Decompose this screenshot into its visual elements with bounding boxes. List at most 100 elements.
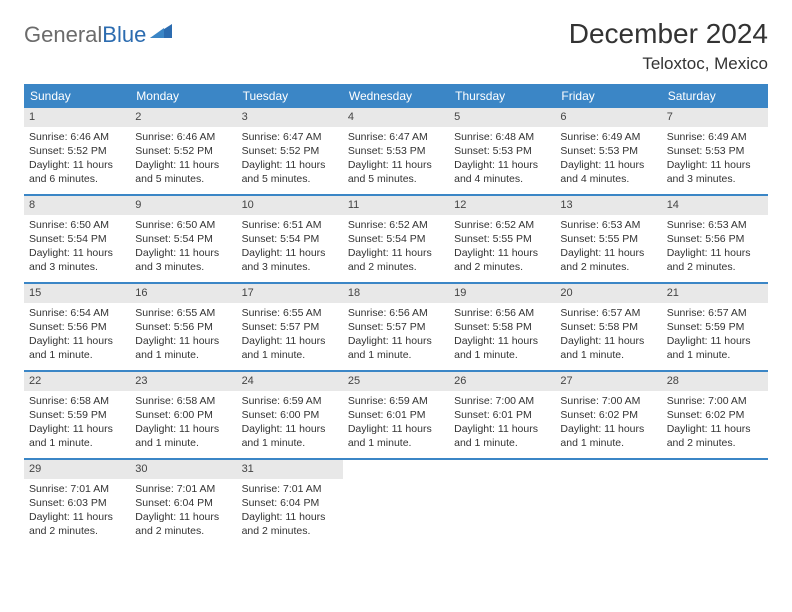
- daylight-text: Daylight: 11 hours and 6 minutes.: [29, 158, 125, 186]
- day-body: Sunrise: 7:01 AMSunset: 6:04 PMDaylight:…: [130, 479, 236, 544]
- daylight-text: Daylight: 11 hours and 2 minutes.: [29, 510, 125, 538]
- day-body: Sunrise: 6:53 AMSunset: 5:56 PMDaylight:…: [662, 215, 768, 280]
- day-body: Sunrise: 6:54 AMSunset: 5:56 PMDaylight:…: [24, 303, 130, 368]
- sunset-text: Sunset: 5:58 PM: [454, 320, 550, 334]
- day-number: 2: [130, 108, 236, 127]
- daylight-text: Daylight: 11 hours and 1 minute.: [242, 334, 338, 362]
- dow-row: SundayMondayTuesdayWednesdayThursdayFrid…: [24, 84, 768, 108]
- day-body: Sunrise: 6:58 AMSunset: 6:00 PMDaylight:…: [130, 391, 236, 456]
- day-cell: 1Sunrise: 6:46 AMSunset: 5:52 PMDaylight…: [24, 108, 130, 194]
- day-cell: 6Sunrise: 6:49 AMSunset: 5:53 PMDaylight…: [555, 108, 661, 194]
- day-number: 24: [237, 372, 343, 391]
- sunset-text: Sunset: 5:55 PM: [560, 232, 656, 246]
- sunset-text: Sunset: 6:01 PM: [348, 408, 444, 422]
- day-cell: 17Sunrise: 6:55 AMSunset: 5:57 PMDayligh…: [237, 284, 343, 370]
- sunrise-text: Sunrise: 7:00 AM: [454, 394, 550, 408]
- day-cell: 26Sunrise: 7:00 AMSunset: 6:01 PMDayligh…: [449, 372, 555, 458]
- day-body: Sunrise: 6:57 AMSunset: 5:59 PMDaylight:…: [662, 303, 768, 368]
- daylight-text: Daylight: 11 hours and 2 minutes.: [348, 246, 444, 274]
- day-number: 4: [343, 108, 449, 127]
- day-cell: 15Sunrise: 6:54 AMSunset: 5:56 PMDayligh…: [24, 284, 130, 370]
- daylight-text: Daylight: 11 hours and 2 minutes.: [135, 510, 231, 538]
- sunrise-text: Sunrise: 6:59 AM: [242, 394, 338, 408]
- sunrise-text: Sunrise: 6:53 AM: [667, 218, 763, 232]
- sunrise-text: Sunrise: 6:46 AM: [29, 130, 125, 144]
- week-row: 29Sunrise: 7:01 AMSunset: 6:03 PMDayligh…: [24, 460, 768, 546]
- sunset-text: Sunset: 6:04 PM: [135, 496, 231, 510]
- sunset-text: Sunset: 5:54 PM: [242, 232, 338, 246]
- day-number: 12: [449, 196, 555, 215]
- day-number: 8: [24, 196, 130, 215]
- day-number: 27: [555, 372, 661, 391]
- sunrise-text: Sunrise: 6:56 AM: [348, 306, 444, 320]
- day-number: 10: [237, 196, 343, 215]
- day-body: Sunrise: 6:49 AMSunset: 5:53 PMDaylight:…: [555, 127, 661, 192]
- day-cell: 23Sunrise: 6:58 AMSunset: 6:00 PMDayligh…: [130, 372, 236, 458]
- sunset-text: Sunset: 5:57 PM: [348, 320, 444, 334]
- day-cell: 16Sunrise: 6:55 AMSunset: 5:56 PMDayligh…: [130, 284, 236, 370]
- sunset-text: Sunset: 6:02 PM: [560, 408, 656, 422]
- calendar: SundayMondayTuesdayWednesdayThursdayFrid…: [24, 84, 768, 546]
- daylight-text: Daylight: 11 hours and 2 minutes.: [560, 246, 656, 274]
- day-body: Sunrise: 7:00 AMSunset: 6:02 PMDaylight:…: [555, 391, 661, 456]
- location: Teloxtoc, Mexico: [569, 54, 768, 74]
- dow-cell: Saturday: [662, 84, 768, 108]
- sunrise-text: Sunrise: 7:01 AM: [135, 482, 231, 496]
- daylight-text: Daylight: 11 hours and 4 minutes.: [560, 158, 656, 186]
- sunset-text: Sunset: 5:57 PM: [242, 320, 338, 334]
- logo: GeneralBlue: [24, 22, 172, 48]
- day-body: Sunrise: 6:47 AMSunset: 5:53 PMDaylight:…: [343, 127, 449, 192]
- daylight-text: Daylight: 11 hours and 3 minutes.: [29, 246, 125, 274]
- sunset-text: Sunset: 5:54 PM: [29, 232, 125, 246]
- day-cell: 10Sunrise: 6:51 AMSunset: 5:54 PMDayligh…: [237, 196, 343, 282]
- sunrise-text: Sunrise: 6:51 AM: [242, 218, 338, 232]
- day-empty: [343, 460, 449, 546]
- day-number: 26: [449, 372, 555, 391]
- sunrise-text: Sunrise: 7:00 AM: [560, 394, 656, 408]
- daylight-text: Daylight: 11 hours and 1 minute.: [135, 334, 231, 362]
- day-body: Sunrise: 6:50 AMSunset: 5:54 PMDaylight:…: [130, 215, 236, 280]
- day-body: Sunrise: 6:53 AMSunset: 5:55 PMDaylight:…: [555, 215, 661, 280]
- day-body: Sunrise: 6:46 AMSunset: 5:52 PMDaylight:…: [130, 127, 236, 192]
- day-number: 11: [343, 196, 449, 215]
- day-body: Sunrise: 6:57 AMSunset: 5:58 PMDaylight:…: [555, 303, 661, 368]
- day-number: 30: [130, 460, 236, 479]
- day-cell: 7Sunrise: 6:49 AMSunset: 5:53 PMDaylight…: [662, 108, 768, 194]
- day-body: Sunrise: 7:00 AMSunset: 6:01 PMDaylight:…: [449, 391, 555, 456]
- day-cell: 13Sunrise: 6:53 AMSunset: 5:55 PMDayligh…: [555, 196, 661, 282]
- day-number: 5: [449, 108, 555, 127]
- sunrise-text: Sunrise: 6:55 AM: [242, 306, 338, 320]
- logo-word1: General: [24, 22, 102, 47]
- sunrise-text: Sunrise: 6:47 AM: [242, 130, 338, 144]
- dow-cell: Monday: [130, 84, 236, 108]
- day-cell: 25Sunrise: 6:59 AMSunset: 6:01 PMDayligh…: [343, 372, 449, 458]
- sunset-text: Sunset: 5:52 PM: [135, 144, 231, 158]
- day-cell: 28Sunrise: 7:00 AMSunset: 6:02 PMDayligh…: [662, 372, 768, 458]
- week-row: 15Sunrise: 6:54 AMSunset: 5:56 PMDayligh…: [24, 284, 768, 372]
- daylight-text: Daylight: 11 hours and 2 minutes.: [454, 246, 550, 274]
- day-cell: 27Sunrise: 7:00 AMSunset: 6:02 PMDayligh…: [555, 372, 661, 458]
- day-cell: 29Sunrise: 7:01 AMSunset: 6:03 PMDayligh…: [24, 460, 130, 546]
- day-number: 3: [237, 108, 343, 127]
- sunset-text: Sunset: 5:54 PM: [348, 232, 444, 246]
- day-body: Sunrise: 6:56 AMSunset: 5:57 PMDaylight:…: [343, 303, 449, 368]
- month-title: December 2024: [569, 18, 768, 50]
- sunset-text: Sunset: 5:59 PM: [667, 320, 763, 334]
- daylight-text: Daylight: 11 hours and 5 minutes.: [242, 158, 338, 186]
- daylight-text: Daylight: 11 hours and 1 minute.: [29, 422, 125, 450]
- day-body: Sunrise: 6:55 AMSunset: 5:56 PMDaylight:…: [130, 303, 236, 368]
- day-number: 14: [662, 196, 768, 215]
- day-cell: 5Sunrise: 6:48 AMSunset: 5:53 PMDaylight…: [449, 108, 555, 194]
- day-cell: 12Sunrise: 6:52 AMSunset: 5:55 PMDayligh…: [449, 196, 555, 282]
- dow-cell: Tuesday: [237, 84, 343, 108]
- sunrise-text: Sunrise: 6:52 AM: [454, 218, 550, 232]
- sunrise-text: Sunrise: 7:01 AM: [242, 482, 338, 496]
- daylight-text: Daylight: 11 hours and 1 minute.: [667, 334, 763, 362]
- daylight-text: Daylight: 11 hours and 3 minutes.: [135, 246, 231, 274]
- daylight-text: Daylight: 11 hours and 1 minute.: [242, 422, 338, 450]
- day-cell: 30Sunrise: 7:01 AMSunset: 6:04 PMDayligh…: [130, 460, 236, 546]
- daylight-text: Daylight: 11 hours and 1 minute.: [29, 334, 125, 362]
- day-body: Sunrise: 6:46 AMSunset: 5:52 PMDaylight:…: [24, 127, 130, 192]
- sunrise-text: Sunrise: 6:55 AM: [135, 306, 231, 320]
- day-cell: 18Sunrise: 6:56 AMSunset: 5:57 PMDayligh…: [343, 284, 449, 370]
